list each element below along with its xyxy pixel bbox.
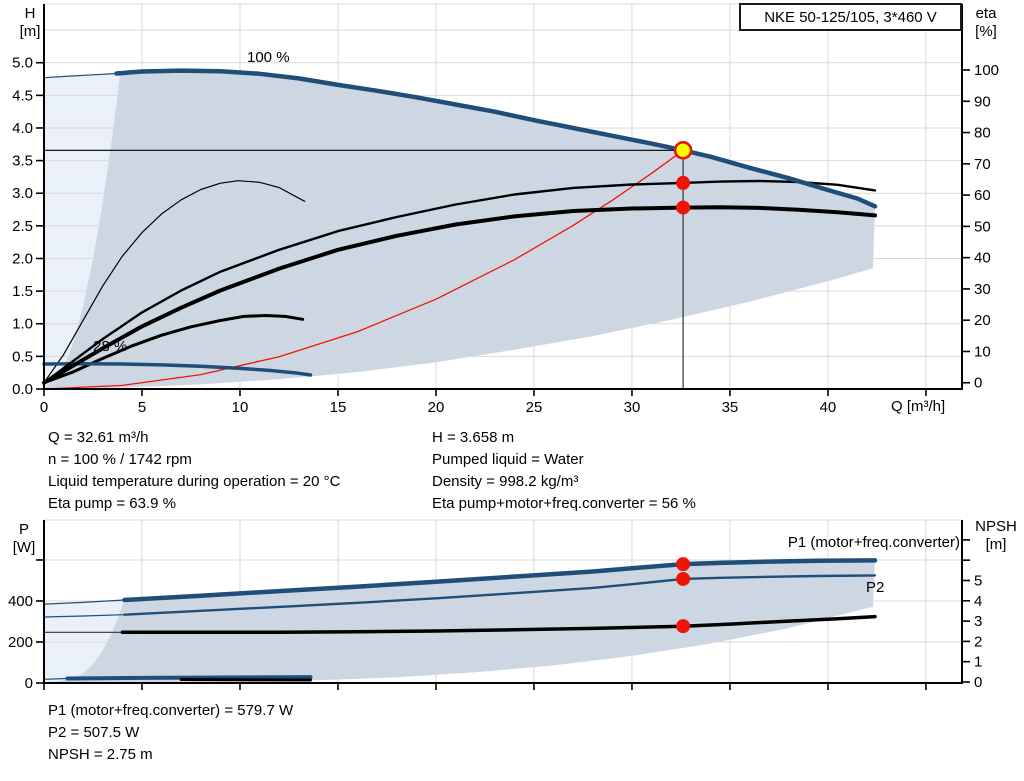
info-temperature: Liquid temperature during operation = 20… xyxy=(48,473,341,490)
y-tick-label: 3.5 xyxy=(12,153,33,170)
info-flow: Q = 32.61 m³/h xyxy=(48,429,149,446)
axis-title: [m] xyxy=(20,23,41,40)
y-tick-label: 4.0 xyxy=(12,120,33,137)
x-tick-label: 5 xyxy=(138,399,146,416)
axis-title: H xyxy=(25,5,36,22)
y-tick-label: 10 xyxy=(974,343,991,360)
x-axis-title: Q [m³/h] xyxy=(891,398,945,415)
curve-label: 100 % xyxy=(247,49,290,66)
curve-label: P2 xyxy=(866,579,884,596)
y-tick-label: 2.5 xyxy=(12,218,33,235)
x-tick-label: 20 xyxy=(428,399,445,416)
duty-point-qh xyxy=(673,141,693,160)
result-npsh: NPSH = 2.75 m xyxy=(48,746,153,763)
area-operating-envelope-dark xyxy=(44,70,875,389)
y-tick-label: 50 xyxy=(974,218,991,235)
series-p1-28-lead xyxy=(43,677,69,680)
pump-model-title: NKE 50-125/105, 3*460 V xyxy=(739,3,962,31)
result-p1: P1 (motor+freq.converter) = 579.7 W xyxy=(48,702,294,719)
y-tick-label: 5.0 xyxy=(12,55,33,72)
series-eta-pump-motor-freq xyxy=(42,205,877,385)
axis-title: P xyxy=(19,521,29,538)
info-speed: n = 100 % / 1742 rpm xyxy=(48,451,192,468)
y-tick-label: 200 xyxy=(8,634,33,651)
x-tick-label: 25 xyxy=(526,399,543,416)
series-p2-lead xyxy=(43,614,125,618)
y-tick-label: 4 xyxy=(974,593,982,610)
y-tick-label: 0 xyxy=(974,674,982,691)
info-head: H = 3.658 m xyxy=(432,429,515,446)
duty-point-eta-pump xyxy=(676,175,691,190)
y-tick-label: 70 xyxy=(974,156,991,173)
axis-title: [W] xyxy=(13,539,36,556)
series-p1-curve xyxy=(122,558,878,603)
qh-eta-chart: 0 5 10 15 20 25 30 35 40 Q [m³/h] 0.0 0.5 1.0 1.5 2.0 2… xyxy=(12,3,999,416)
info-eta-pump: Eta pump = 63.9 % xyxy=(48,495,176,512)
series-h-curve-100pct xyxy=(114,68,878,209)
area-operating-envelope-light xyxy=(44,72,121,389)
y-tick-label: 0 xyxy=(25,675,33,692)
info-liquid: Pumped liquid = Water xyxy=(432,451,584,468)
y-tick-label: 2.0 xyxy=(12,250,33,267)
y-tick-label: 2 xyxy=(974,633,982,650)
x-tick-label: 35 xyxy=(722,399,739,416)
x-tick-label: 10 xyxy=(232,399,249,416)
axis-title: [m] xyxy=(986,536,1007,553)
x-tick-label: 15 xyxy=(330,399,347,416)
y-tick-label: 3 xyxy=(974,613,982,630)
y-tick-label: 100 xyxy=(974,62,999,79)
duty-point-p1 xyxy=(676,557,691,572)
duty-point-p2 xyxy=(676,571,691,586)
y-tick-label: 20 xyxy=(974,312,991,329)
y-tick-label: 40 xyxy=(974,250,991,267)
axis-title: NPSH xyxy=(975,518,1017,535)
result-p2: P2 = 507.5 W xyxy=(48,724,140,741)
series-npsh-curve-28pct xyxy=(179,678,312,682)
series-p1-curve-28pct xyxy=(65,675,313,681)
x-tick-label: 30 xyxy=(624,399,641,416)
y-tick-label: 1.0 xyxy=(12,316,33,333)
y-tick-label: 3.0 xyxy=(12,185,33,202)
series-h-curve-28pct xyxy=(42,361,313,377)
power-npsh-chart: 0 200 400 P[W] 0 1 2 3 4 5 NPSH[m] P1 (motor+freq.c… xyxy=(8,518,1017,692)
series-p2-curve xyxy=(123,574,877,616)
series-p1-lead xyxy=(43,599,125,605)
series-eta-pump xyxy=(42,179,877,384)
y-tick-label: 0.0 xyxy=(12,381,33,398)
y-tick-label: 1.5 xyxy=(12,283,33,300)
series-eta-pump-28 xyxy=(43,180,306,384)
duty-point-eta-total xyxy=(676,200,691,215)
y-tick-label: 90 xyxy=(974,93,991,110)
y-tick-label: 0.5 xyxy=(12,348,33,365)
curve-label: 28 % xyxy=(93,338,127,355)
series-h100-lead xyxy=(43,72,118,79)
y-tick-label: 400 xyxy=(8,593,33,610)
info-eta-total: Eta pump+motor+freq.converter = 56 % xyxy=(432,495,696,512)
axis-title: eta xyxy=(976,5,998,22)
y-tick-label: 5 xyxy=(974,572,982,589)
duty-point-npsh xyxy=(676,619,691,634)
series-npsh-curve xyxy=(120,614,877,635)
axis-title: [%] xyxy=(975,23,997,40)
x-tick-label: 0 xyxy=(40,399,48,416)
series-affinity-parabola-duty xyxy=(43,149,684,390)
y-tick-label: 1 xyxy=(974,654,982,671)
area-power-envelope-dark xyxy=(44,560,875,683)
y-tick-label: 30 xyxy=(974,281,991,298)
y-tick-label: 0 xyxy=(974,375,982,392)
info-density: Density = 998.2 kg/m³ xyxy=(432,473,579,490)
y-tick-label: 80 xyxy=(974,125,991,142)
curve-label: P1 (motor+freq.converter) xyxy=(788,534,960,551)
y-tick-label: 60 xyxy=(974,187,991,204)
y-tick-label: 4.5 xyxy=(12,87,33,104)
x-tick-label: 40 xyxy=(820,399,837,416)
